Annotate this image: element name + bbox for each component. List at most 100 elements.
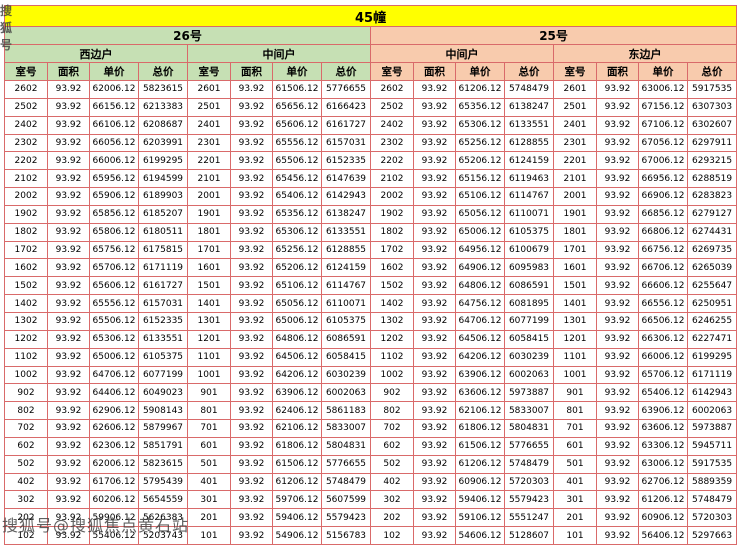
area-cell: 93.92 bbox=[47, 187, 90, 206]
area-cell: 93.92 bbox=[230, 401, 273, 421]
room-cell: 1702 bbox=[370, 240, 414, 260]
total-price-cell: 6246255 bbox=[686, 311, 738, 331]
area-cell: 93.92 bbox=[413, 115, 456, 135]
total-price-cell: 6030239 bbox=[504, 347, 554, 367]
total-price-cell: 6152335 bbox=[321, 151, 371, 171]
total-price-cell: 6133551 bbox=[321, 222, 371, 242]
unit-price-cell: 64806.12 bbox=[455, 276, 505, 296]
area-cell: 93.92 bbox=[47, 133, 90, 153]
table-row: 1702 93.92 65756.12 6175815 1701 93.92 65256.1… bbox=[4, 240, 738, 260]
unit-price-cell: 65056.12 bbox=[272, 294, 322, 313]
area-cell: 93.92 bbox=[596, 204, 639, 224]
unit-price-cell: 64706.12 bbox=[455, 311, 505, 331]
room-cell: 2101 bbox=[553, 169, 597, 189]
total-price-cell: 6002063 bbox=[504, 365, 554, 385]
area-cell: 93.92 bbox=[47, 436, 90, 456]
unit-price-cell: 65056.12 bbox=[455, 204, 505, 224]
column-header: 总价 bbox=[686, 62, 738, 81]
unit-price-cell: 65256.12 bbox=[272, 240, 322, 260]
room-cell: 2002 bbox=[370, 187, 414, 206]
unit-price-cell: 65256.12 bbox=[455, 133, 505, 153]
group-label-0-0: 西边户 bbox=[4, 44, 188, 63]
area-cell: 93.92 bbox=[596, 115, 639, 135]
table-row: 502 93.92 62006.12 5823615 501 93.92 61506.12 5… bbox=[4, 454, 738, 474]
room-cell: 1102 bbox=[370, 347, 414, 367]
table-row: 2402 93.92 66106.12 6208687 2401 93.92 65606.1… bbox=[4, 115, 738, 135]
total-price-cell: 5861183 bbox=[321, 401, 371, 421]
unit-price-cell: 66506.12 bbox=[638, 311, 688, 331]
room-cell: 1502 bbox=[370, 276, 414, 296]
column-header: 室号 bbox=[187, 62, 231, 81]
total-price-cell: 6002063 bbox=[321, 383, 371, 403]
total-price-cell: 5720303 bbox=[686, 508, 738, 528]
area-cell: 93.92 bbox=[413, 347, 456, 367]
area-cell: 93.92 bbox=[230, 436, 273, 456]
total-price-cell: 6105375 bbox=[504, 222, 554, 242]
unit-price-cell: 66556.12 bbox=[638, 294, 688, 313]
room-cell: 1401 bbox=[187, 294, 231, 313]
total-price-cell: 6086591 bbox=[504, 276, 554, 296]
area-cell: 93.92 bbox=[230, 294, 273, 313]
room-cell: 1002 bbox=[370, 365, 414, 385]
room-cell: 302 bbox=[370, 490, 414, 510]
area-cell: 93.92 bbox=[413, 97, 456, 117]
area-cell: 93.92 bbox=[413, 80, 456, 99]
room-cell: 202 bbox=[370, 508, 414, 528]
unit-price-cell: 66006.12 bbox=[638, 347, 688, 367]
unit-price-cell: 64206.12 bbox=[455, 347, 505, 367]
total-price-cell: 6307303 bbox=[686, 97, 738, 117]
room-cell: 801 bbox=[187, 401, 231, 421]
total-price-cell: 5776655 bbox=[321, 80, 371, 99]
room-cell: 702 bbox=[370, 419, 414, 438]
room-cell: 1101 bbox=[187, 347, 231, 367]
total-price-cell: 5748479 bbox=[504, 80, 554, 99]
column-header: 单价 bbox=[89, 62, 139, 81]
total-price-cell: 5945711 bbox=[686, 436, 738, 456]
total-price-cell: 5297663 bbox=[686, 526, 738, 545]
room-cell: 802 bbox=[4, 401, 48, 421]
unit-price-cell: 59906.12 bbox=[89, 508, 139, 528]
area-cell: 93.92 bbox=[47, 276, 90, 296]
unit-price-cell: 61806.12 bbox=[272, 436, 322, 456]
room-cell: 1401 bbox=[553, 294, 597, 313]
room-cell: 2502 bbox=[4, 97, 48, 117]
room-cell: 901 bbox=[187, 383, 231, 403]
unit-price-cell: 61206.12 bbox=[455, 454, 505, 474]
area-cell: 93.92 bbox=[413, 294, 456, 313]
area-cell: 93.92 bbox=[47, 204, 90, 224]
room-cell: 302 bbox=[4, 490, 48, 510]
area-cell: 93.92 bbox=[230, 490, 273, 510]
total-price-cell: 5973887 bbox=[504, 383, 554, 403]
total-price-cell: 5908143 bbox=[138, 401, 188, 421]
area-cell: 93.92 bbox=[413, 419, 456, 438]
total-price-cell: 6250951 bbox=[686, 294, 738, 313]
column-header: 单价 bbox=[455, 62, 505, 81]
unit-price-cell: 59406.12 bbox=[272, 508, 322, 528]
column-header: 面积 bbox=[596, 62, 639, 81]
total-price-cell: 6138247 bbox=[321, 204, 371, 224]
room-cell: 1701 bbox=[187, 240, 231, 260]
total-price-cell: 6203991 bbox=[138, 133, 188, 153]
area-cell: 93.92 bbox=[230, 329, 273, 349]
area-cell: 93.92 bbox=[596, 133, 639, 153]
total-price-cell: 6058415 bbox=[321, 347, 371, 367]
area-cell: 93.92 bbox=[230, 133, 273, 153]
unit-price-cell: 62306.12 bbox=[89, 436, 139, 456]
table-row: 402 93.92 61706.12 5795439 401 93.92 61206.12 5… bbox=[4, 472, 738, 492]
area-cell: 93.92 bbox=[47, 401, 90, 421]
total-price-cell: 5804831 bbox=[504, 419, 554, 438]
area-cell: 93.92 bbox=[413, 258, 456, 278]
total-price-cell: 6269735 bbox=[686, 240, 738, 260]
area-cell: 93.92 bbox=[596, 454, 639, 474]
room-cell: 1402 bbox=[4, 294, 48, 313]
area-cell: 93.92 bbox=[596, 472, 639, 492]
room-cell: 401 bbox=[553, 472, 597, 492]
area-cell: 93.92 bbox=[596, 97, 639, 117]
room-cell: 902 bbox=[4, 383, 48, 403]
room-cell: 1802 bbox=[4, 222, 48, 242]
area-cell: 93.92 bbox=[596, 276, 639, 296]
total-price-cell: 5823615 bbox=[138, 454, 188, 474]
room-cell: 402 bbox=[4, 472, 48, 492]
total-price-cell: 6152335 bbox=[138, 311, 188, 331]
